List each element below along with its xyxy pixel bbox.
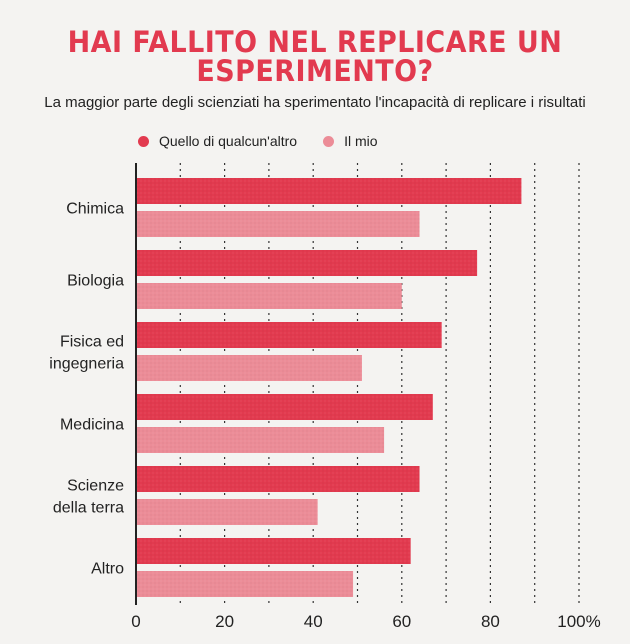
category-label: Biologia xyxy=(67,273,124,290)
x-tick-label: 60 xyxy=(392,612,411,631)
category-label: della terra xyxy=(53,500,124,517)
bar-texture xyxy=(136,466,420,492)
chart-title: HAI FALLITO NEL REPLICARE UN ESPERIMENTO… xyxy=(67,25,563,88)
x-axis-ticks: 0 20 40 60 80 100% xyxy=(131,612,600,631)
legend-item-others: Quello di qualcun'altro xyxy=(138,133,297,149)
bar-texture xyxy=(136,499,318,525)
category-labels: Chimica Biologia Fisica ed ingegneria Medici… xyxy=(49,201,124,578)
category-label: Fisica ed xyxy=(60,334,124,351)
bars xyxy=(136,178,522,597)
legend-swatch-mine xyxy=(323,135,335,147)
x-tick-label: 0 xyxy=(131,612,140,631)
bar-texture xyxy=(136,427,385,453)
bar-texture xyxy=(136,250,478,276)
category-label: ingegneria xyxy=(49,356,124,373)
bar-texture xyxy=(136,211,420,237)
x-tick-label: 100% xyxy=(557,612,600,631)
bar-texture xyxy=(136,178,522,204)
chart-subtitle: La maggior parte degli scienziati ha spe… xyxy=(44,94,586,111)
x-tick-label: 20 xyxy=(215,612,234,631)
legend-label-mine: Il mio xyxy=(344,133,378,149)
x-tick-label: 40 xyxy=(304,612,323,631)
legend-item-mine: Il mio xyxy=(323,133,378,149)
category-label: Scienze xyxy=(67,478,124,495)
category-label: Altro xyxy=(91,561,124,578)
legend-swatch-others xyxy=(138,135,149,147)
category-label: Medicina xyxy=(60,417,124,434)
bar-texture xyxy=(136,571,354,597)
legend-label-others: Quello di qualcun'altro xyxy=(159,133,298,149)
bar-texture xyxy=(136,394,433,420)
legend: Quello di qualcun'altro Il mio xyxy=(138,133,404,149)
bar-texture xyxy=(136,538,411,564)
category-label: Chimica xyxy=(66,201,124,218)
bar-texture xyxy=(136,283,402,309)
bar-texture xyxy=(136,322,442,348)
x-tick-label: 80 xyxy=(481,612,500,631)
bar-texture xyxy=(136,355,362,381)
